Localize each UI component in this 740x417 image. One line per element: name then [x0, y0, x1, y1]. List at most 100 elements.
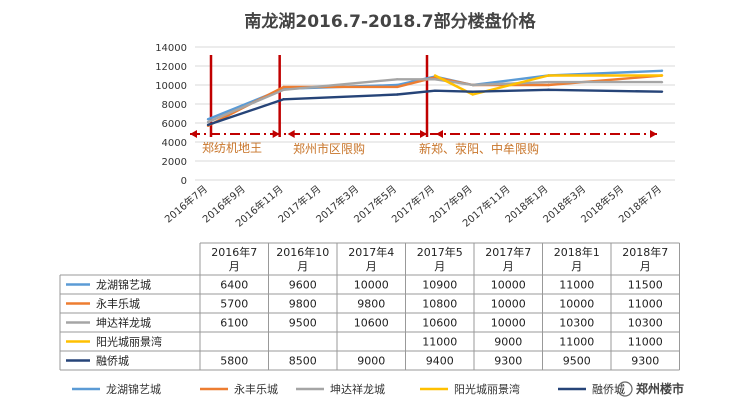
table-cell: 5700 — [220, 298, 248, 311]
table-cell: 10000 — [491, 279, 526, 292]
chart-title: 南龙湖2016.7-2018.7部分楼盘价格 — [244, 11, 536, 32]
table-cell: 11000 — [628, 336, 663, 349]
table-cell: 9000 — [494, 336, 522, 349]
data-point — [471, 93, 475, 96]
table-cell: 10900 — [422, 279, 457, 292]
table-row-name: 阳光城丽景湾 — [96, 335, 162, 349]
table-header: 月 — [434, 260, 445, 273]
data-point — [660, 74, 664, 77]
annotation-label-1: 郑纺机地王 — [202, 140, 262, 155]
data-point — [206, 120, 210, 124]
y-tick-label: 2000 — [162, 157, 187, 168]
table-header: 月 — [571, 260, 582, 273]
table-cell: 10300 — [628, 317, 663, 330]
table-header: 月 — [297, 260, 308, 273]
data-point — [547, 83, 550, 87]
data-point — [471, 90, 475, 93]
data-point — [547, 74, 550, 77]
table-cell: 10000 — [354, 279, 389, 292]
table-header: 2018年1 — [554, 245, 600, 259]
data-point — [433, 78, 437, 81]
table-cell: 5800 — [220, 355, 248, 368]
table-cell: 10000 — [559, 298, 594, 311]
table-cell: 9300 — [494, 355, 522, 368]
annotation-label-3: 新郑、荥阳、中牟限购 — [419, 141, 539, 156]
table-header: 2017年7 — [485, 245, 531, 259]
table-cell: 9500 — [563, 355, 591, 368]
data-table: 2016年7月2016年10月2017年4月2017年5月2017年7月2018… — [59, 242, 680, 371]
table-cell: 9800 — [289, 298, 317, 311]
table-cell: 10600 — [354, 317, 389, 330]
y-tick-label: 8000 — [162, 100, 187, 111]
x-axis: 2016年7月2016年9月2016年11月2017年1月2017年3月2017… — [162, 182, 664, 229]
table-cell: 9600 — [289, 279, 317, 292]
table-cell: 9300 — [631, 355, 659, 368]
y-tick-label: 6000 — [162, 119, 187, 130]
table-cell: 10000 — [491, 317, 526, 330]
table-header: 2017年4 — [348, 245, 394, 259]
table-row-name: 融侨城 — [96, 355, 129, 368]
table-cell: 10800 — [422, 298, 457, 311]
data-point — [206, 118, 210, 121]
grid-lines — [195, 46, 675, 181]
y-tick-label: 4000 — [162, 138, 187, 149]
table-cell: 9800 — [357, 298, 385, 311]
table-header: 月 — [229, 260, 240, 273]
table-cell: 11000 — [628, 298, 663, 311]
legend-label: 融侨城 — [592, 383, 625, 396]
table-row-name: 龙湖锦艺城 — [96, 278, 151, 292]
data-point — [660, 90, 664, 93]
table-cell: 9500 — [289, 317, 317, 330]
data-point — [395, 93, 399, 96]
data-point — [395, 85, 399, 89]
annotation-arrowhead — [436, 130, 443, 138]
table-header: 2016年7 — [211, 245, 257, 259]
table-cell: 11000 — [559, 279, 594, 292]
series-line-4 — [434, 74, 662, 96]
y-tick-label: 14000 — [155, 43, 187, 54]
data-point — [471, 83, 475, 87]
table-header: 月 — [640, 260, 651, 273]
table-header: 月 — [366, 260, 377, 273]
table-cell: 6100 — [220, 317, 248, 330]
annotation-arrowhead — [420, 130, 427, 138]
y-tick-label: 12000 — [155, 62, 187, 73]
annotation-lines — [190, 55, 657, 138]
legend-label: 龙湖锦艺城 — [106, 382, 161, 396]
data-point — [282, 98, 285, 101]
table-header: 2016年10 — [276, 245, 329, 259]
data-point — [282, 85, 285, 89]
table-cell: 11500 — [628, 279, 663, 292]
table-cell: 8500 — [289, 355, 317, 368]
annotation-label-2: 郑州市区限购 — [293, 141, 365, 156]
legend-label: 坤达祥龙城 — [330, 382, 385, 396]
table-cell: 9400 — [426, 355, 454, 368]
data-point — [282, 88, 285, 91]
table-cell: 9000 — [357, 355, 385, 368]
series-line-5 — [207, 88, 663, 127]
table-cell: 10300 — [559, 317, 594, 330]
y-tick-label: 10000 — [155, 81, 187, 92]
data-point — [395, 78, 399, 81]
table-cell: 11000 — [422, 336, 457, 349]
table-cell: 10600 — [422, 317, 457, 330]
legend: 龙湖锦艺城 永丰乐城 坤达祥龙城 阳光城丽景湾 融侨城 — [72, 382, 625, 396]
y-tick-label: 0 — [181, 176, 187, 187]
data-point — [433, 89, 437, 92]
annotation-arrowhead — [650, 130, 657, 138]
table-row-name: 坤达祥龙城 — [96, 316, 151, 330]
table-cell: 11000 — [559, 336, 594, 349]
data-point — [433, 74, 437, 77]
series-lines — [206, 69, 664, 128]
annotation-arrowhead — [272, 130, 280, 138]
wechat-icon — [617, 381, 633, 397]
table-cell: 6400 — [220, 279, 248, 292]
data-point — [547, 88, 550, 91]
data-point — [547, 80, 550, 84]
table-header: 月 — [503, 260, 514, 273]
watermark-text: 郑州楼市 — [636, 381, 684, 396]
data-point — [660, 69, 664, 72]
legend-label: 阳光城丽景湾 — [454, 382, 520, 396]
data-point — [206, 123, 210, 127]
